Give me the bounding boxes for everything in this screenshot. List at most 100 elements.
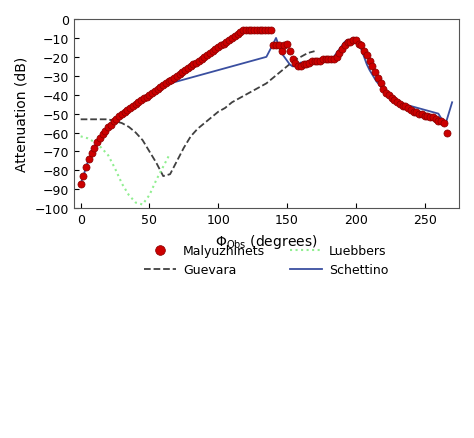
Schettino	[122, 110, 128, 115]
Luebbers	[119, 182, 125, 187]
Malyuzhinets	[165, 79, 173, 86]
Schettino	[301, 61, 306, 66]
Malyuzhinets	[140, 96, 148, 103]
Guevara	[154, 161, 159, 166]
Guevara	[312, 49, 318, 55]
Guevara	[105, 117, 111, 123]
Malyuzhinets	[281, 43, 288, 50]
Malyuzhinets	[264, 28, 272, 35]
Malyuzhinets	[325, 56, 332, 63]
Malyuzhinets	[237, 30, 244, 37]
Malyuzhinets	[316, 58, 324, 65]
Malyuzhinets	[214, 45, 222, 52]
Malyuzhinets	[346, 39, 354, 46]
Guevara	[99, 117, 104, 123]
Malyuzhinets	[168, 77, 175, 84]
Malyuzhinets	[355, 41, 362, 48]
Malyuzhinets	[198, 56, 206, 63]
Malyuzhinets	[322, 56, 329, 63]
Malyuzhinets	[256, 28, 264, 35]
Malyuzhinets	[294, 64, 302, 71]
Malyuzhinets	[399, 103, 406, 110]
Malyuzhinets	[377, 81, 384, 88]
Malyuzhinets	[247, 28, 255, 35]
Guevara	[209, 116, 214, 121]
Malyuzhinets	[245, 28, 252, 35]
Malyuzhinets	[228, 35, 236, 42]
Guevara	[78, 117, 83, 123]
Malyuzhinets	[267, 28, 274, 35]
Malyuzhinets	[231, 33, 238, 40]
Malyuzhinets	[308, 58, 316, 65]
Malyuzhinets	[99, 132, 107, 139]
Malyuzhinets	[209, 49, 217, 56]
Schettino	[78, 182, 83, 187]
Malyuzhinets	[415, 111, 423, 118]
Luebbers	[133, 201, 138, 206]
Malyuzhinets	[93, 139, 101, 146]
Malyuzhinets	[242, 28, 249, 35]
Guevara	[126, 125, 132, 130]
Luebbers	[140, 202, 146, 208]
Malyuzhinets	[104, 124, 112, 131]
Malyuzhinets	[101, 128, 109, 135]
Malyuzhinets	[396, 102, 404, 109]
Malyuzhinets	[184, 66, 192, 73]
Guevara	[112, 119, 118, 124]
Guevara	[133, 131, 138, 136]
Malyuzhinets	[187, 64, 194, 71]
Malyuzhinets	[412, 109, 420, 116]
Malyuzhinets	[253, 28, 261, 35]
Malyuzhinets	[275, 43, 283, 50]
Malyuzhinets	[418, 111, 426, 118]
X-axis label: $\Phi_{\mathrm{Obs}}$ (degrees): $\Phi_{\mathrm{Obs}}$ (degrees)	[215, 232, 318, 250]
Malyuzhinets	[115, 113, 123, 120]
Line: Schettino: Schettino	[81, 39, 452, 184]
Line: Guevara: Guevara	[81, 52, 315, 177]
Malyuzhinets	[157, 85, 164, 92]
Schettino	[339, 44, 345, 49]
Malyuzhinets	[143, 94, 151, 101]
Malyuzhinets	[374, 75, 382, 82]
Malyuzhinets	[203, 52, 211, 59]
Malyuzhinets	[327, 56, 335, 63]
Malyuzhinets	[113, 117, 120, 124]
Y-axis label: Attenuation (dB): Attenuation (dB)	[15, 57, 29, 172]
Malyuzhinets	[319, 56, 327, 63]
Malyuzhinets	[151, 88, 159, 95]
Malyuzhinets	[182, 67, 189, 74]
Malyuzhinets	[223, 39, 230, 46]
Schettino	[144, 95, 150, 100]
Malyuzhinets	[96, 135, 104, 142]
Malyuzhinets	[421, 113, 428, 120]
Malyuzhinets	[407, 107, 415, 114]
Malyuzhinets	[201, 54, 208, 61]
Malyuzhinets	[129, 103, 137, 110]
Malyuzhinets	[297, 64, 305, 71]
Guevara	[160, 174, 166, 179]
Malyuzhinets	[270, 43, 277, 50]
Malyuzhinets	[388, 96, 395, 103]
Malyuzhinets	[410, 109, 418, 116]
Malyuzhinets	[239, 28, 247, 35]
Malyuzhinets	[349, 37, 357, 44]
Malyuzhinets	[124, 107, 131, 114]
Guevara	[277, 70, 283, 75]
Guevara	[119, 121, 125, 127]
Malyuzhinets	[366, 58, 374, 65]
Malyuzhinets	[91, 145, 98, 152]
Malyuzhinets	[127, 105, 134, 112]
Schettino	[449, 100, 455, 106]
Malyuzhinets	[333, 54, 340, 61]
Line: Luebbers: Luebbers	[81, 137, 170, 205]
Malyuzhinets	[313, 58, 321, 65]
Malyuzhinets	[110, 118, 118, 125]
Malyuzhinets	[132, 102, 139, 109]
Malyuzhinets	[289, 56, 296, 63]
Malyuzhinets	[311, 58, 319, 65]
Malyuzhinets	[121, 109, 128, 116]
Guevara	[146, 149, 152, 155]
Malyuzhinets	[401, 103, 409, 110]
Luebbers	[99, 146, 104, 151]
Malyuzhinets	[443, 130, 450, 137]
